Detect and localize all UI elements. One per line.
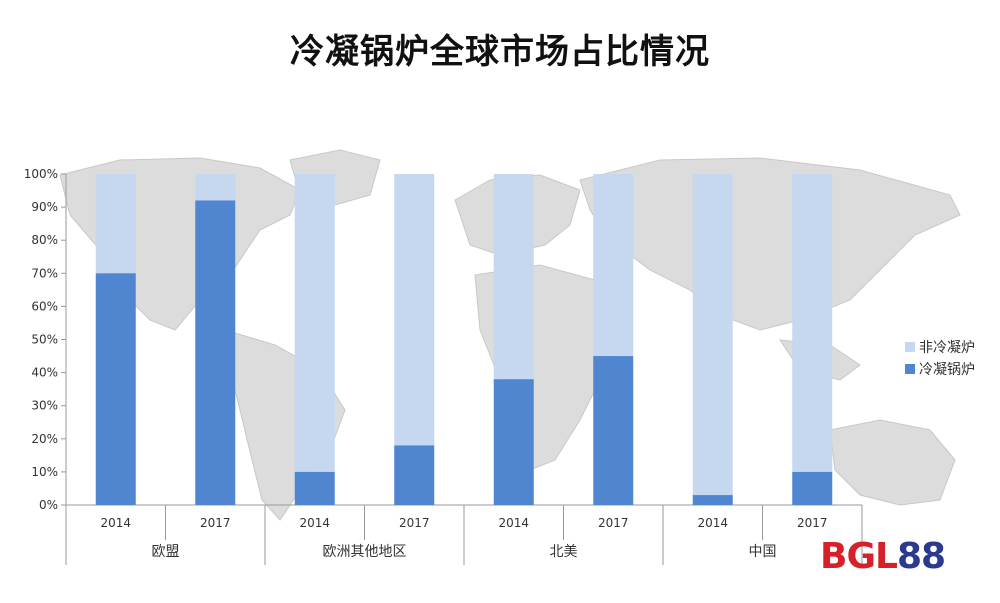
bar-condensing — [195, 200, 236, 506]
y-tick-label: 60% — [31, 299, 58, 313]
bar-non-condensing — [792, 174, 833, 472]
bar-non-condensing — [692, 174, 733, 496]
x-tick-label-year: 2014 — [498, 516, 529, 530]
bar-condensing — [593, 356, 634, 505]
legend-item-condensing: 冷凝锅炉 — [905, 358, 975, 380]
chart-title: 冷凝锅炉全球市场占比情况 — [290, 32, 710, 72]
bar-condensing — [294, 471, 335, 505]
bgl88-logo: BGL88 — [820, 536, 946, 577]
bar-condensing — [692, 495, 733, 505]
bar-condensing — [394, 445, 435, 505]
bar-non-condensing — [493, 174, 534, 380]
y-tick-label: 70% — [31, 266, 58, 280]
bar-condensing — [493, 379, 534, 505]
x-group-label: 欧盟 — [152, 544, 180, 560]
legend-swatch-condensing — [905, 364, 915, 374]
y-tick-label: 50% — [31, 333, 58, 347]
x-group-label: 欧洲其他地区 — [323, 544, 407, 560]
bar-condensing — [95, 273, 136, 505]
bar-non-condensing — [195, 174, 236, 201]
legend-label-non-condensing: 非冷凝炉 — [919, 340, 975, 356]
bgl88-logo-text-bgl: BGL — [820, 536, 898, 577]
x-tick-label-year: 2017 — [200, 516, 231, 530]
bar-condensing — [792, 471, 833, 505]
bar-non-condensing — [294, 174, 335, 472]
y-tick-label: 40% — [31, 366, 58, 380]
x-tick-label-year: 2017 — [797, 516, 828, 530]
bgl88-logo-text-88: 88 — [896, 536, 946, 577]
x-tick-label-year: 2014 — [100, 516, 131, 530]
x-tick-label-year: 2017 — [399, 516, 430, 530]
x-tick-label-year: 2014 — [299, 516, 330, 530]
y-tick-label: 90% — [31, 200, 58, 214]
y-tick-label: 100% — [24, 167, 58, 181]
y-tick-label: 80% — [31, 233, 58, 247]
x-group-label: 中国 — [749, 544, 777, 560]
x-tick-label-year: 2014 — [697, 516, 728, 530]
bar-non-condensing — [394, 174, 435, 446]
legend-swatch-non-condensing — [905, 342, 915, 352]
bar-non-condensing — [593, 174, 634, 357]
legend-label-condensing: 冷凝锅炉 — [919, 362, 975, 378]
y-tick-label: 0% — [39, 498, 58, 512]
x-tick-label-year: 2017 — [598, 516, 629, 530]
bar-non-condensing — [95, 174, 136, 274]
x-group-label: 北美 — [550, 544, 578, 560]
y-tick-label: 30% — [31, 399, 58, 413]
y-tick-label: 10% — [31, 465, 58, 479]
legend-item-non-condensing: 非冷凝炉 — [905, 336, 975, 358]
chart-legend: 非冷凝炉 冷凝锅炉 — [905, 336, 975, 380]
y-tick-label: 20% — [31, 432, 58, 446]
